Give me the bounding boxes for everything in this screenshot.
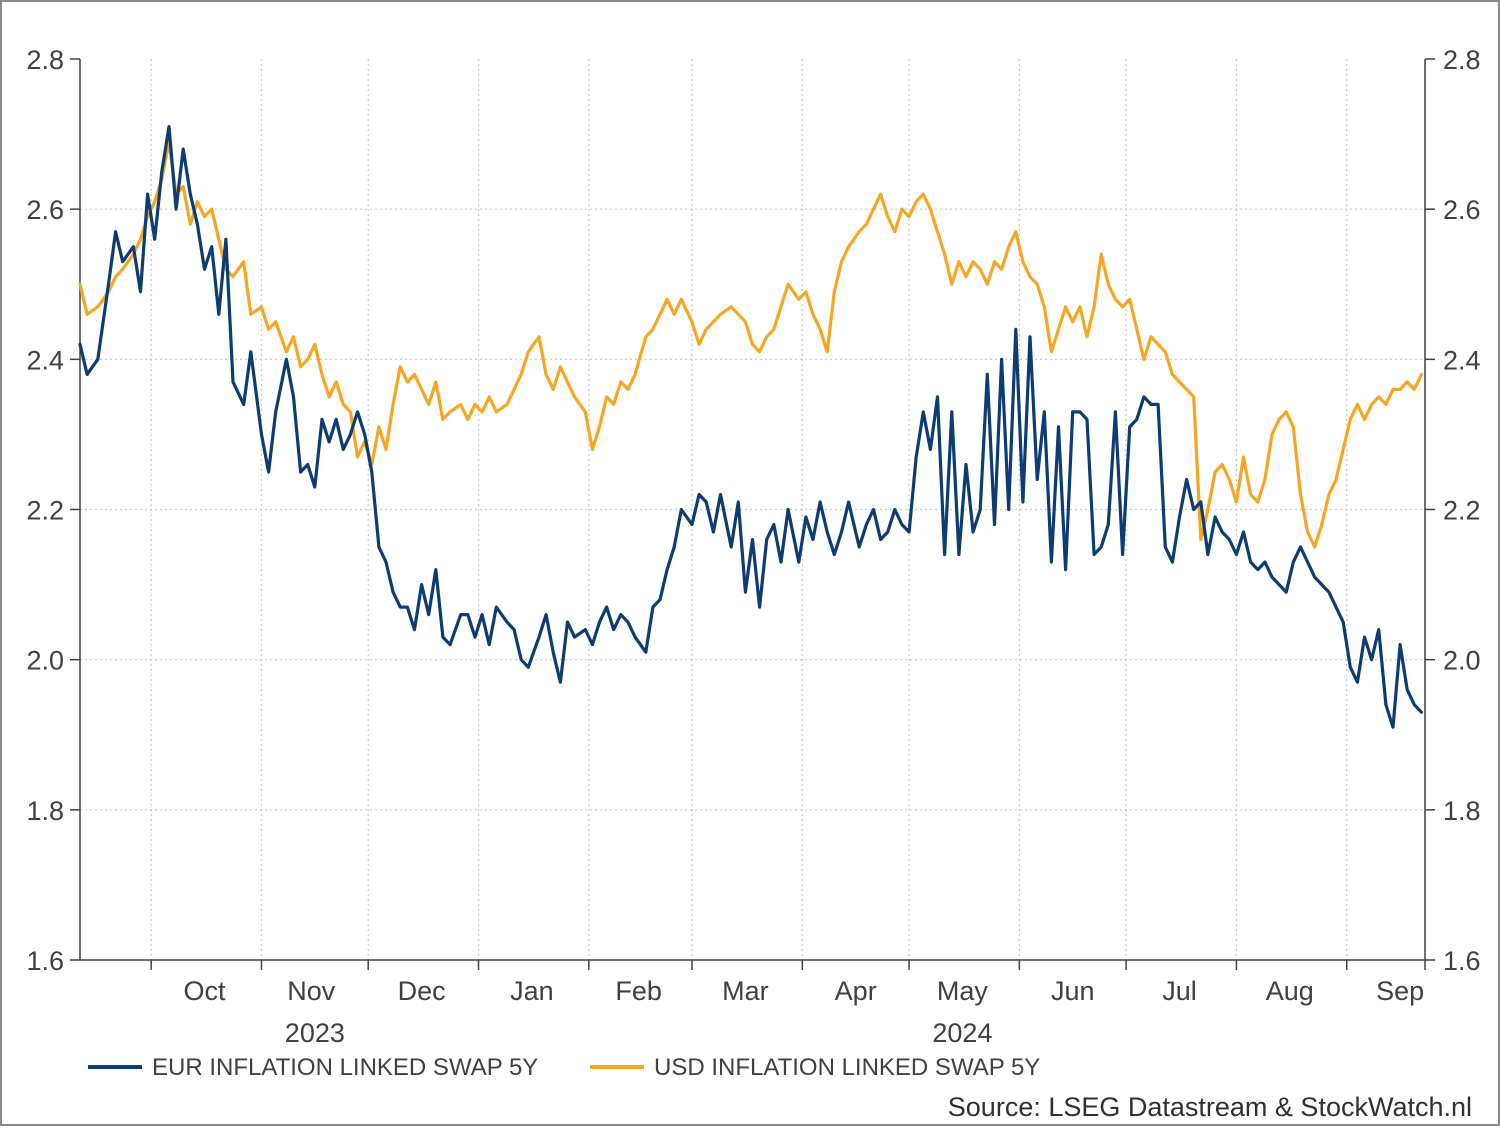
x-tick-label: Jan <box>510 976 554 1006</box>
x-tick-label: Sep <box>1376 976 1424 1006</box>
y-tick-label-left: 2.8 <box>26 45 64 75</box>
y-tick-label-left: 1.8 <box>26 796 64 826</box>
y-tick-label-left: 2.2 <box>26 496 64 526</box>
y-tick-label-left: 2.6 <box>26 195 64 225</box>
legend: EUR INFLATION LINKED SWAP 5Y USD INFLATI… <box>88 1054 1040 1081</box>
legend-label-usd: USD INFLATION LINKED SWAP 5Y <box>654 1054 1040 1081</box>
x-year-label: 2023 <box>285 1018 345 1048</box>
y-tick-label-right: 2.6 <box>1443 195 1481 225</box>
y-tick-label-right: 2.8 <box>1443 45 1481 75</box>
axis-labels: 1.6 1.6 1.8 1.8 2.0 2.0 2.2 2.2 2.4 2.4 2.6 2.6 2.8 2… <box>26 45 1480 1048</box>
axes <box>70 58 1435 970</box>
y-tick-label-right: 1.8 <box>1443 796 1481 826</box>
x-tick-label: Apr <box>835 976 877 1006</box>
y-tick-label-right: 2.0 <box>1443 646 1481 676</box>
gridlines <box>80 59 1425 960</box>
x-tick-label: Nov <box>287 976 336 1006</box>
series-line-usd <box>78 140 1423 549</box>
x-tick-label: Oct <box>184 976 227 1006</box>
series-lines <box>78 125 1423 729</box>
legend-label-eur: EUR INFLATION LINKED SWAP 5Y <box>152 1054 538 1081</box>
x-tick-label: Jun <box>1051 976 1095 1006</box>
x-tick-label: Aug <box>1266 976 1314 1006</box>
x-tick-label: May <box>937 976 989 1006</box>
y-tick-label-right: 2.2 <box>1443 496 1481 526</box>
y-tick-label-left: 2.0 <box>26 646 64 676</box>
source-note: Source: LSEG Datastream & StockWatch.nl <box>948 1092 1472 1122</box>
y-tick-label-right: 1.6 <box>1443 946 1481 976</box>
series-line-eur <box>78 125 1423 729</box>
x-tick-label: Mar <box>722 976 769 1006</box>
x-tick-label: Dec <box>398 976 446 1006</box>
y-tick-label-left: 2.4 <box>26 345 64 375</box>
y-tick-label-right: 2.4 <box>1443 345 1481 375</box>
x-year-label: 2024 <box>932 1018 992 1048</box>
y-tick-label-left: 1.6 <box>26 946 64 976</box>
x-tick-label: Jul <box>1162 976 1197 1006</box>
x-tick-label: Feb <box>615 976 662 1006</box>
